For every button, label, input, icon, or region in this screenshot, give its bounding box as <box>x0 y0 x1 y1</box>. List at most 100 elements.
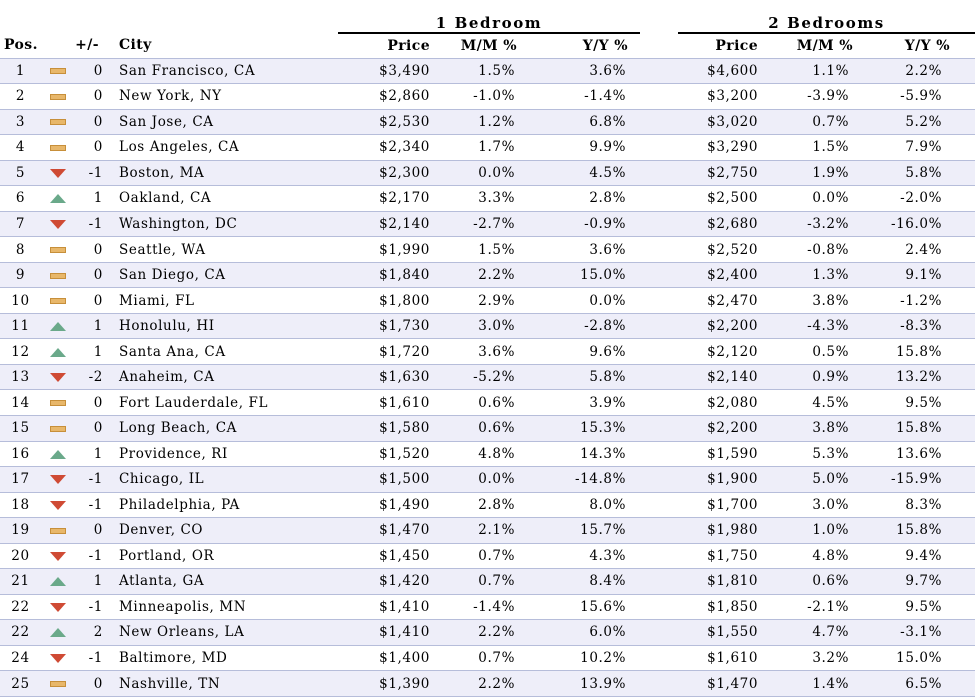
row-price-1br: $2,340 <box>338 134 430 161</box>
row-price-1br: $1,720 <box>338 338 430 365</box>
row-yy-2br: 15.8% <box>863 517 961 544</box>
row-mm-1br: 4.8% <box>430 441 535 468</box>
row-price-1br: $1,630 <box>338 364 430 391</box>
row-end-spacer <box>960 645 975 672</box>
row-city: Atlanta, GA <box>113 568 338 595</box>
row-mm-1br: 3.6% <box>430 338 535 365</box>
row-price-1br: $1,410 <box>338 619 430 646</box>
table-row: 22 -1 Minneapolis, MN $1,410 -1.4% 15.6% $1,85… <box>0 594 975 621</box>
row-spacer <box>640 492 679 519</box>
group-header-1-bedroom: 1 Bedroom <box>338 8 641 34</box>
header-price-1br: Price <box>338 32 430 59</box>
row-yy-2br: 9.7% <box>863 568 961 595</box>
table-row: 6 1 Oakland, CA $2,170 3.3% 2.8% $2,500 0.0% -2.… <box>0 185 975 212</box>
table-row: 5 -1 Boston, MA $2,300 0.0% 4.5% $2,750 1.9% 5.8… <box>0 160 975 187</box>
row-spacer <box>640 262 679 289</box>
row-yy-1br: -2.8% <box>535 313 641 340</box>
row-rank-change: 0 <box>70 58 113 85</box>
dash-icon <box>49 144 66 151</box>
row-mm-2br: 1.3% <box>758 262 864 289</box>
table-row: 3 0 San Jose, CA $2,530 1.2% 6.8% $3,020 0.7% 5.… <box>0 109 975 136</box>
row-mm-2br: -4.3% <box>758 313 864 340</box>
row-mm-2br: 4.5% <box>758 389 864 416</box>
row-mm-1br: 3.3% <box>430 185 535 212</box>
row-yy-2br: 9.1% <box>863 262 961 289</box>
header-mm-1br: M/M % <box>430 32 535 59</box>
row-spacer <box>640 466 679 493</box>
row-price-1br: $2,530 <box>338 109 430 136</box>
row-price-2br: $1,810 <box>678 568 759 595</box>
rent-ranking-table: 1 Bedroom 2 Bedrooms Pos. +/- City Price… <box>0 8 975 697</box>
row-rank-change: 0 <box>70 415 113 442</box>
row-position: 4 <box>0 134 45 161</box>
row-mm-2br: -3.9% <box>758 83 864 110</box>
row-end-spacer <box>960 543 975 570</box>
row-yy-1br: 15.0% <box>535 262 641 289</box>
row-mm-2br: 4.7% <box>758 619 864 646</box>
row-trend-indicator <box>45 594 70 621</box>
row-price-1br: $3,490 <box>338 58 430 85</box>
row-rank-change: 2 <box>70 619 113 646</box>
row-trend-indicator <box>45 211 70 238</box>
row-spacer <box>640 619 679 646</box>
row-yy-2br: 2.4% <box>863 236 961 263</box>
row-yy-1br: 6.8% <box>535 109 641 136</box>
row-spacer <box>640 338 679 365</box>
row-spacer <box>640 415 679 442</box>
row-mm-2br: 0.0% <box>758 185 864 212</box>
dash-icon <box>49 68 66 75</box>
row-price-2br: $2,080 <box>678 389 759 416</box>
row-city: New Orleans, LA <box>113 619 338 646</box>
row-rank-change: 0 <box>70 134 113 161</box>
row-mm-1br: -2.7% <box>430 211 535 238</box>
row-trend-indicator <box>45 313 70 340</box>
row-yy-2br: -2.0% <box>863 185 961 212</box>
table-row: 18 -1 Philadelphia, PA $1,490 2.8% 8.0% $1,700… <box>0 492 975 519</box>
row-position: 21 <box>0 568 45 595</box>
row-mm-1br: 2.1% <box>430 517 535 544</box>
row-spacer <box>640 645 679 672</box>
row-spacer <box>640 287 679 314</box>
row-trend-indicator <box>45 287 70 314</box>
row-yy-1br: 3.6% <box>535 58 641 85</box>
row-mm-2br: 0.5% <box>758 338 864 365</box>
row-spacer <box>640 389 679 416</box>
row-rank-change: -1 <box>70 543 113 570</box>
row-spacer <box>640 543 679 570</box>
row-end-spacer <box>960 466 975 493</box>
row-rank-change: 1 <box>70 441 113 468</box>
row-price-1br: $1,990 <box>338 236 430 263</box>
row-trend-indicator <box>45 134 70 161</box>
row-city: Minneapolis, MN <box>113 594 338 621</box>
row-yy-1br: -1.4% <box>535 83 641 110</box>
row-end-spacer <box>960 619 975 646</box>
triangle-down-icon <box>49 475 66 485</box>
row-price-2br: $2,120 <box>678 338 759 365</box>
row-position: 7 <box>0 211 45 238</box>
row-trend-indicator <box>45 415 70 442</box>
row-end-spacer <box>960 517 975 544</box>
table-row: 21 1 Atlanta, GA $1,420 0.7% 8.4% $1,810 0.6% 9.… <box>0 568 975 595</box>
row-price-2br: $1,900 <box>678 466 759 493</box>
row-spacer <box>640 109 679 136</box>
row-city: San Diego, CA <box>113 262 338 289</box>
row-trend-indicator <box>45 389 70 416</box>
row-mm-1br: 2.8% <box>430 492 535 519</box>
row-yy-2br: 8.3% <box>863 492 961 519</box>
row-yy-2br: -3.1% <box>863 619 961 646</box>
row-price-2br: $1,850 <box>678 594 759 621</box>
row-mm-1br: 1.2% <box>430 109 535 136</box>
row-yy-1br: 14.3% <box>535 441 641 468</box>
row-mm-1br: 0.7% <box>430 645 535 672</box>
header-mm-2br: M/M % <box>758 32 864 59</box>
header-change: +/- <box>45 32 113 59</box>
dash-icon <box>49 425 66 432</box>
row-price-2br: $1,750 <box>678 543 759 570</box>
row-spacer <box>640 58 679 85</box>
row-position: 11 <box>0 313 45 340</box>
row-price-2br: $2,200 <box>678 313 759 340</box>
table-row: 7 -1 Washington, DC $2,140 -2.7% -0.9% $2,680-… <box>0 211 975 238</box>
row-mm-1br: 1.7% <box>430 134 535 161</box>
row-price-1br: $2,140 <box>338 211 430 238</box>
row-yy-1br: 0.0% <box>535 287 641 314</box>
